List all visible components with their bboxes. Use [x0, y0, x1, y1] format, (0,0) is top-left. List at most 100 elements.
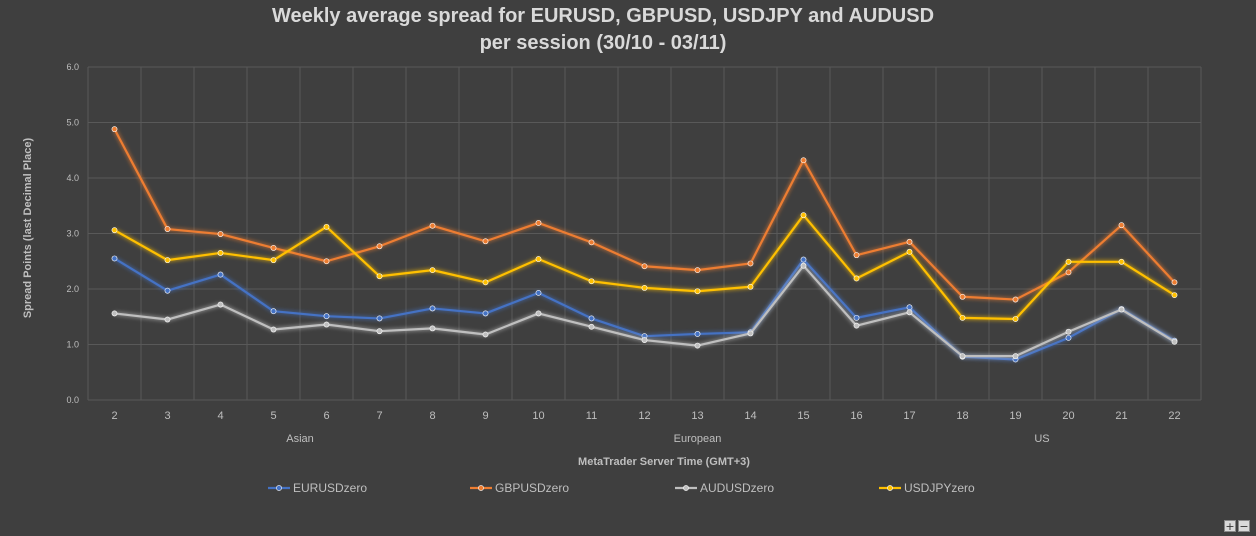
y-tick-label: 6.0: [66, 62, 79, 72]
data-point: [1171, 292, 1178, 299]
data-point: [1118, 222, 1125, 229]
x-tick-label: 6: [323, 410, 329, 422]
series-audusdzero: [111, 262, 1178, 360]
data-point: [588, 278, 595, 285]
data-point: [1012, 296, 1019, 303]
data-point: [1012, 316, 1019, 322]
data-point: [641, 284, 648, 291]
data-point: [482, 310, 489, 317]
data-point: [164, 287, 171, 294]
x-tick-label: 21: [1115, 410, 1127, 422]
legend-swatch-marker: [887, 485, 893, 491]
x-tick-label: 19: [1009, 410, 1021, 422]
data-point: [906, 248, 913, 255]
data-point: [323, 313, 330, 320]
data-point: [747, 283, 754, 290]
data-point: [588, 239, 595, 246]
data-point: [217, 231, 224, 237]
data-point: [323, 223, 330, 230]
data-point: [270, 245, 277, 251]
legend-swatch-marker: [276, 485, 282, 491]
x-tick-label: 20: [1062, 410, 1074, 422]
data-point: [853, 314, 860, 321]
data-point: [217, 301, 224, 308]
data-point: [1065, 258, 1072, 265]
y-tick-label: 2.0: [66, 284, 79, 294]
legend-label: GBPUSDzero: [495, 481, 569, 495]
data-point: [906, 304, 913, 311]
y-axis-title: Spread Points (last Decimal Place): [22, 137, 34, 318]
legend-entry: EURUSDzero: [268, 481, 367, 495]
data-point: [1065, 334, 1072, 341]
data-point: [429, 305, 436, 312]
legend: EURUSDzero GBPUSDzero AUDUSDzero USDJPYzero: [268, 481, 975, 495]
data-point: [111, 227, 118, 234]
data-point: [535, 310, 542, 317]
zoom-controls: + −: [1224, 520, 1250, 533]
legend-label: EURUSDzero: [293, 481, 367, 495]
x-tick-label: 7: [376, 410, 382, 422]
data-point: [164, 257, 171, 264]
data-point: [906, 309, 913, 316]
x-tick-label: 11: [586, 410, 597, 422]
data-point: [270, 326, 277, 333]
x-tick-label: 12: [638, 410, 650, 422]
x-tick-label: 3: [164, 410, 170, 422]
x-tick-label: 15: [797, 410, 809, 422]
data-point: [270, 257, 277, 264]
x-tick-label: 4: [217, 410, 223, 422]
data-point: [376, 315, 383, 322]
x-tick-label: 16: [850, 410, 862, 422]
data-point: [1012, 353, 1019, 360]
legend-entry: AUDUSDzero: [675, 481, 774, 495]
data-point: [853, 275, 860, 282]
zoom-in-button[interactable]: +: [1224, 520, 1236, 533]
x-tick-label: 5: [270, 410, 276, 422]
x-tick-label: 8: [429, 410, 435, 422]
legend-entry: GBPUSDzero: [470, 481, 569, 495]
data-point: [641, 337, 648, 343]
zoom-out-button[interactable]: −: [1238, 520, 1250, 533]
x-tick-label: 13: [691, 410, 703, 422]
x-tick-label: 22: [1168, 410, 1180, 422]
data-point: [217, 250, 224, 256]
series-gbpusdzero: [111, 126, 1178, 303]
data-point: [376, 328, 383, 335]
data-point: [747, 330, 754, 337]
data-point: [429, 267, 436, 274]
data-point: [217, 271, 224, 278]
data-point: [111, 255, 118, 262]
session-label: US: [1034, 433, 1049, 445]
data-point: [588, 315, 595, 322]
data-point: [800, 157, 807, 164]
data-point: [111, 310, 118, 317]
data-point: [535, 256, 542, 262]
data-point: [1171, 338, 1178, 345]
data-point: [800, 262, 807, 269]
chart-title-line-1: Weekly average spread for EURUSD, GBPUSD…: [272, 5, 934, 27]
data-point: [535, 220, 542, 226]
data-point: [482, 238, 489, 245]
data-point: [323, 258, 330, 265]
data-point: [906, 238, 913, 245]
x-tick-label: 17: [903, 410, 915, 422]
data-point: [323, 321, 330, 328]
data-point: [959, 293, 966, 300]
data-point: [694, 288, 701, 295]
legend-label: AUDUSDzero: [700, 481, 774, 495]
data-point: [800, 256, 807, 263]
data-point: [376, 273, 383, 280]
data-point: [641, 263, 648, 270]
x-tick-label: 10: [532, 410, 544, 422]
data-point: [1065, 328, 1072, 335]
y-tick-label: 5.0: [66, 118, 79, 128]
data-point: [1171, 279, 1178, 286]
data-point: [164, 226, 171, 232]
data-point: [853, 322, 860, 329]
data-point: [535, 289, 542, 296]
data-point: [429, 325, 436, 332]
session-label: Asian: [286, 433, 314, 445]
data-point: [694, 331, 701, 337]
data-point: [111, 126, 118, 133]
